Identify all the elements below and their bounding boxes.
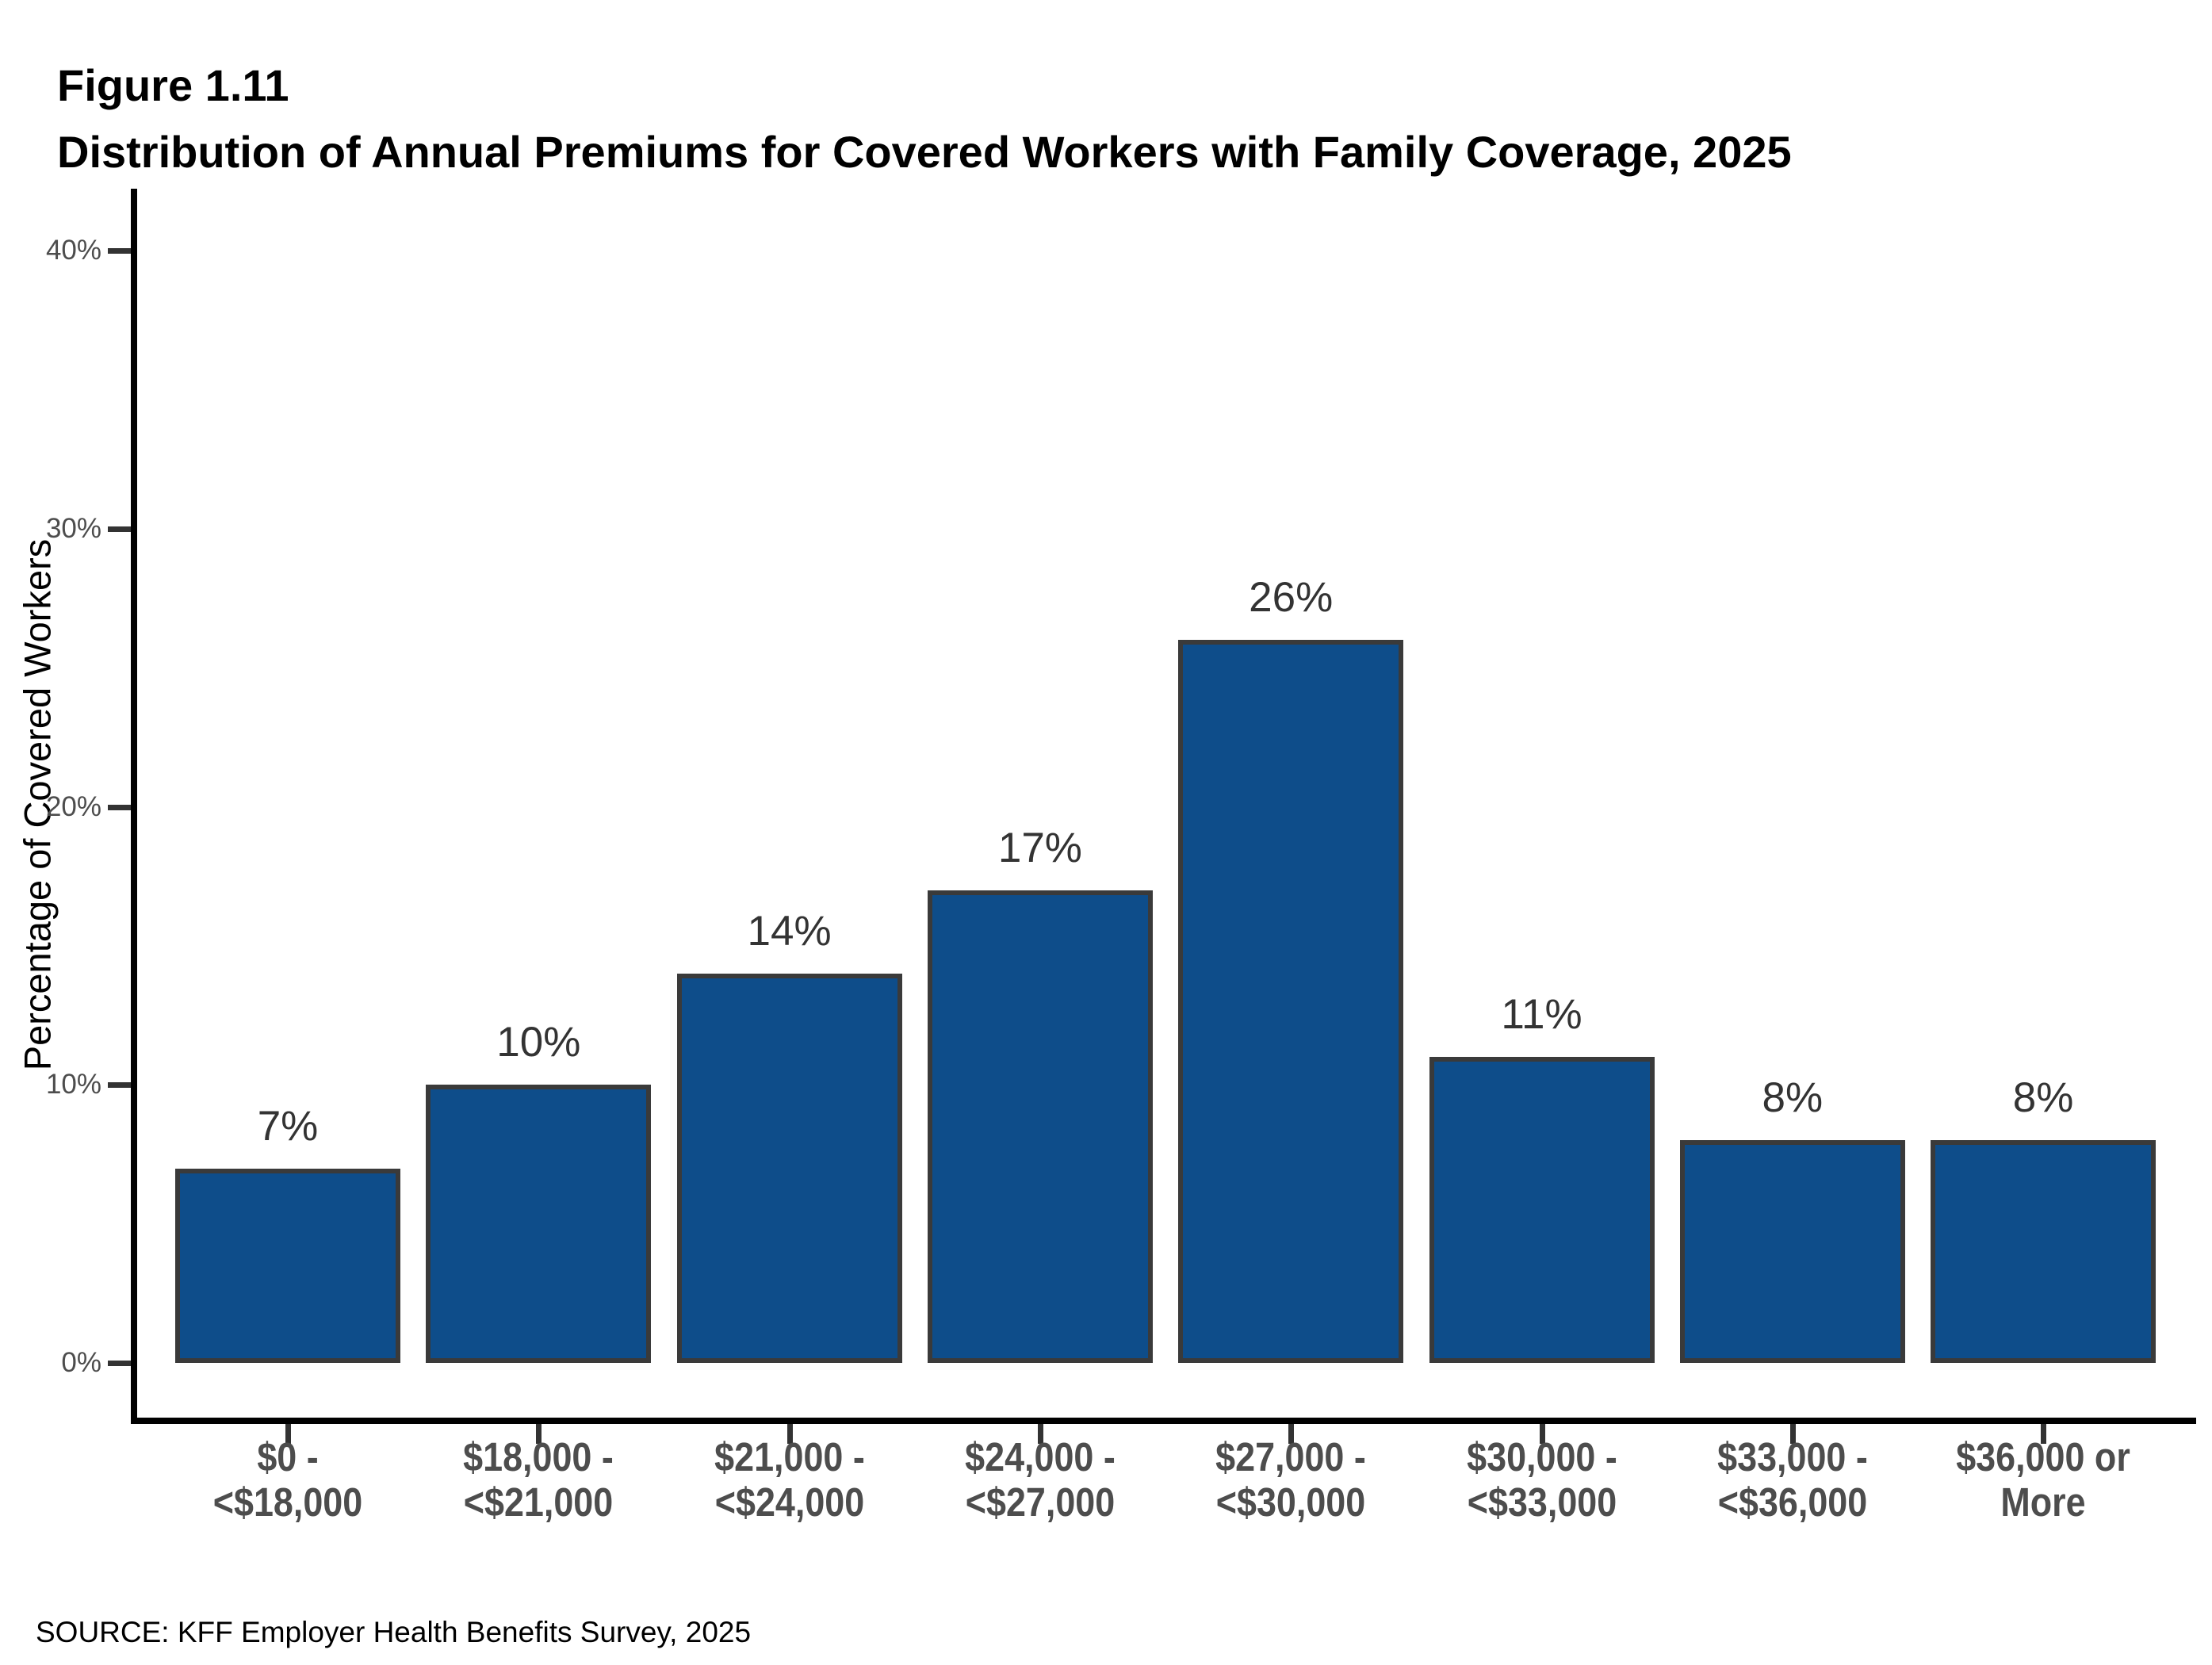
bar — [676, 974, 902, 1363]
y-tick-label: 0% — [61, 1347, 101, 1378]
x-category-label-line: $18,000 - — [463, 1434, 614, 1479]
bar-value-label: 8% — [2012, 1074, 2074, 1121]
x-category-label: $18,000 - <$21,000 — [399, 1432, 678, 1522]
bar-value-label: 7% — [257, 1103, 319, 1150]
source-note: SOURCE: KFF Employer Health Benefits Sur… — [36, 1616, 752, 1648]
x-category-label-line: <$18,000 — [212, 1479, 363, 1525]
x-category-label: $24,000 - <$27,000 — [901, 1432, 1180, 1522]
bar — [1679, 1140, 1905, 1363]
x-category-label: $33,000 - <$36,000 — [1653, 1432, 1932, 1522]
x-category-label-line: More — [2000, 1479, 2086, 1525]
x-category-label: $21,000 - <$24,000 — [650, 1432, 929, 1522]
x-axis-tick — [1539, 1424, 1545, 1444]
y-tick-label: 10% — [45, 1069, 101, 1100]
bar-value-label: 14% — [747, 908, 832, 955]
bar — [426, 1085, 652, 1363]
bar-value-label: 26% — [1249, 574, 1334, 621]
y-axis-line — [131, 189, 137, 1424]
x-category-label-line: $27,000 - — [1215, 1434, 1367, 1479]
x-category-label-line: <$27,000 — [965, 1479, 1116, 1525]
x-axis-tick — [285, 1424, 291, 1444]
x-category-label: $36,000 or More — [1904, 1432, 2183, 1522]
y-axis-tick — [108, 526, 131, 532]
y-axis-tick — [108, 1361, 131, 1366]
x-category-label-line: <$30,000 — [1215, 1479, 1366, 1525]
bar-value-label: 17% — [997, 825, 1082, 871]
y-axis-tick — [108, 804, 131, 810]
x-axis-tick — [1789, 1424, 1796, 1444]
x-category-label: $30,000 - <$33,000 — [1403, 1432, 1682, 1522]
x-category-label-line: $33,000 - — [1716, 1434, 1868, 1479]
x-category-label-line: $30,000 - — [1466, 1434, 1617, 1479]
x-category-label-line: $24,000 - — [965, 1434, 1116, 1479]
y-tick-label: 40% — [45, 235, 101, 266]
x-category-label-line: <$36,000 — [1717, 1479, 1868, 1525]
x-category-label-line: $36,000 or — [1956, 1434, 2130, 1479]
x-category-label: $27,000 - <$30,000 — [1151, 1432, 1430, 1522]
x-axis-tick — [786, 1424, 793, 1444]
x-axis-tick — [1288, 1424, 1295, 1444]
x-axis-tick — [1037, 1424, 1043, 1444]
x-axis-tick — [2041, 1424, 2047, 1444]
x-axis-line — [131, 1418, 2196, 1424]
bar — [927, 890, 1153, 1363]
x-category-label-line: <$21,000 — [464, 1479, 614, 1525]
figure-title: Distribution of Annual Premiums for Cove… — [57, 127, 1792, 177]
x-axis-tick — [536, 1424, 542, 1444]
bar — [1931, 1140, 2157, 1363]
x-category-label-line: $21,000 - — [714, 1434, 865, 1479]
x-category-label-line: <$24,000 — [714, 1479, 864, 1525]
bar-value-label: 8% — [1762, 1074, 1824, 1121]
bar-value-label: 10% — [496, 1019, 581, 1066]
figure-number: Figure 1.11 — [57, 60, 289, 110]
bar — [1178, 640, 1404, 1363]
y-tick-label: 30% — [45, 512, 101, 544]
bar-value-label: 11% — [1501, 991, 1582, 1038]
x-category-label-line: $0 - — [257, 1434, 319, 1479]
y-axis-tick — [108, 248, 131, 255]
x-category-label: $0 - <$18,000 — [148, 1432, 427, 1522]
bar — [1429, 1057, 1655, 1363]
x-category-label-line: <$33,000 — [1467, 1479, 1617, 1525]
bar — [175, 1169, 400, 1363]
y-axis-tick — [108, 1082, 131, 1089]
y-tick-label: 20% — [45, 790, 101, 822]
